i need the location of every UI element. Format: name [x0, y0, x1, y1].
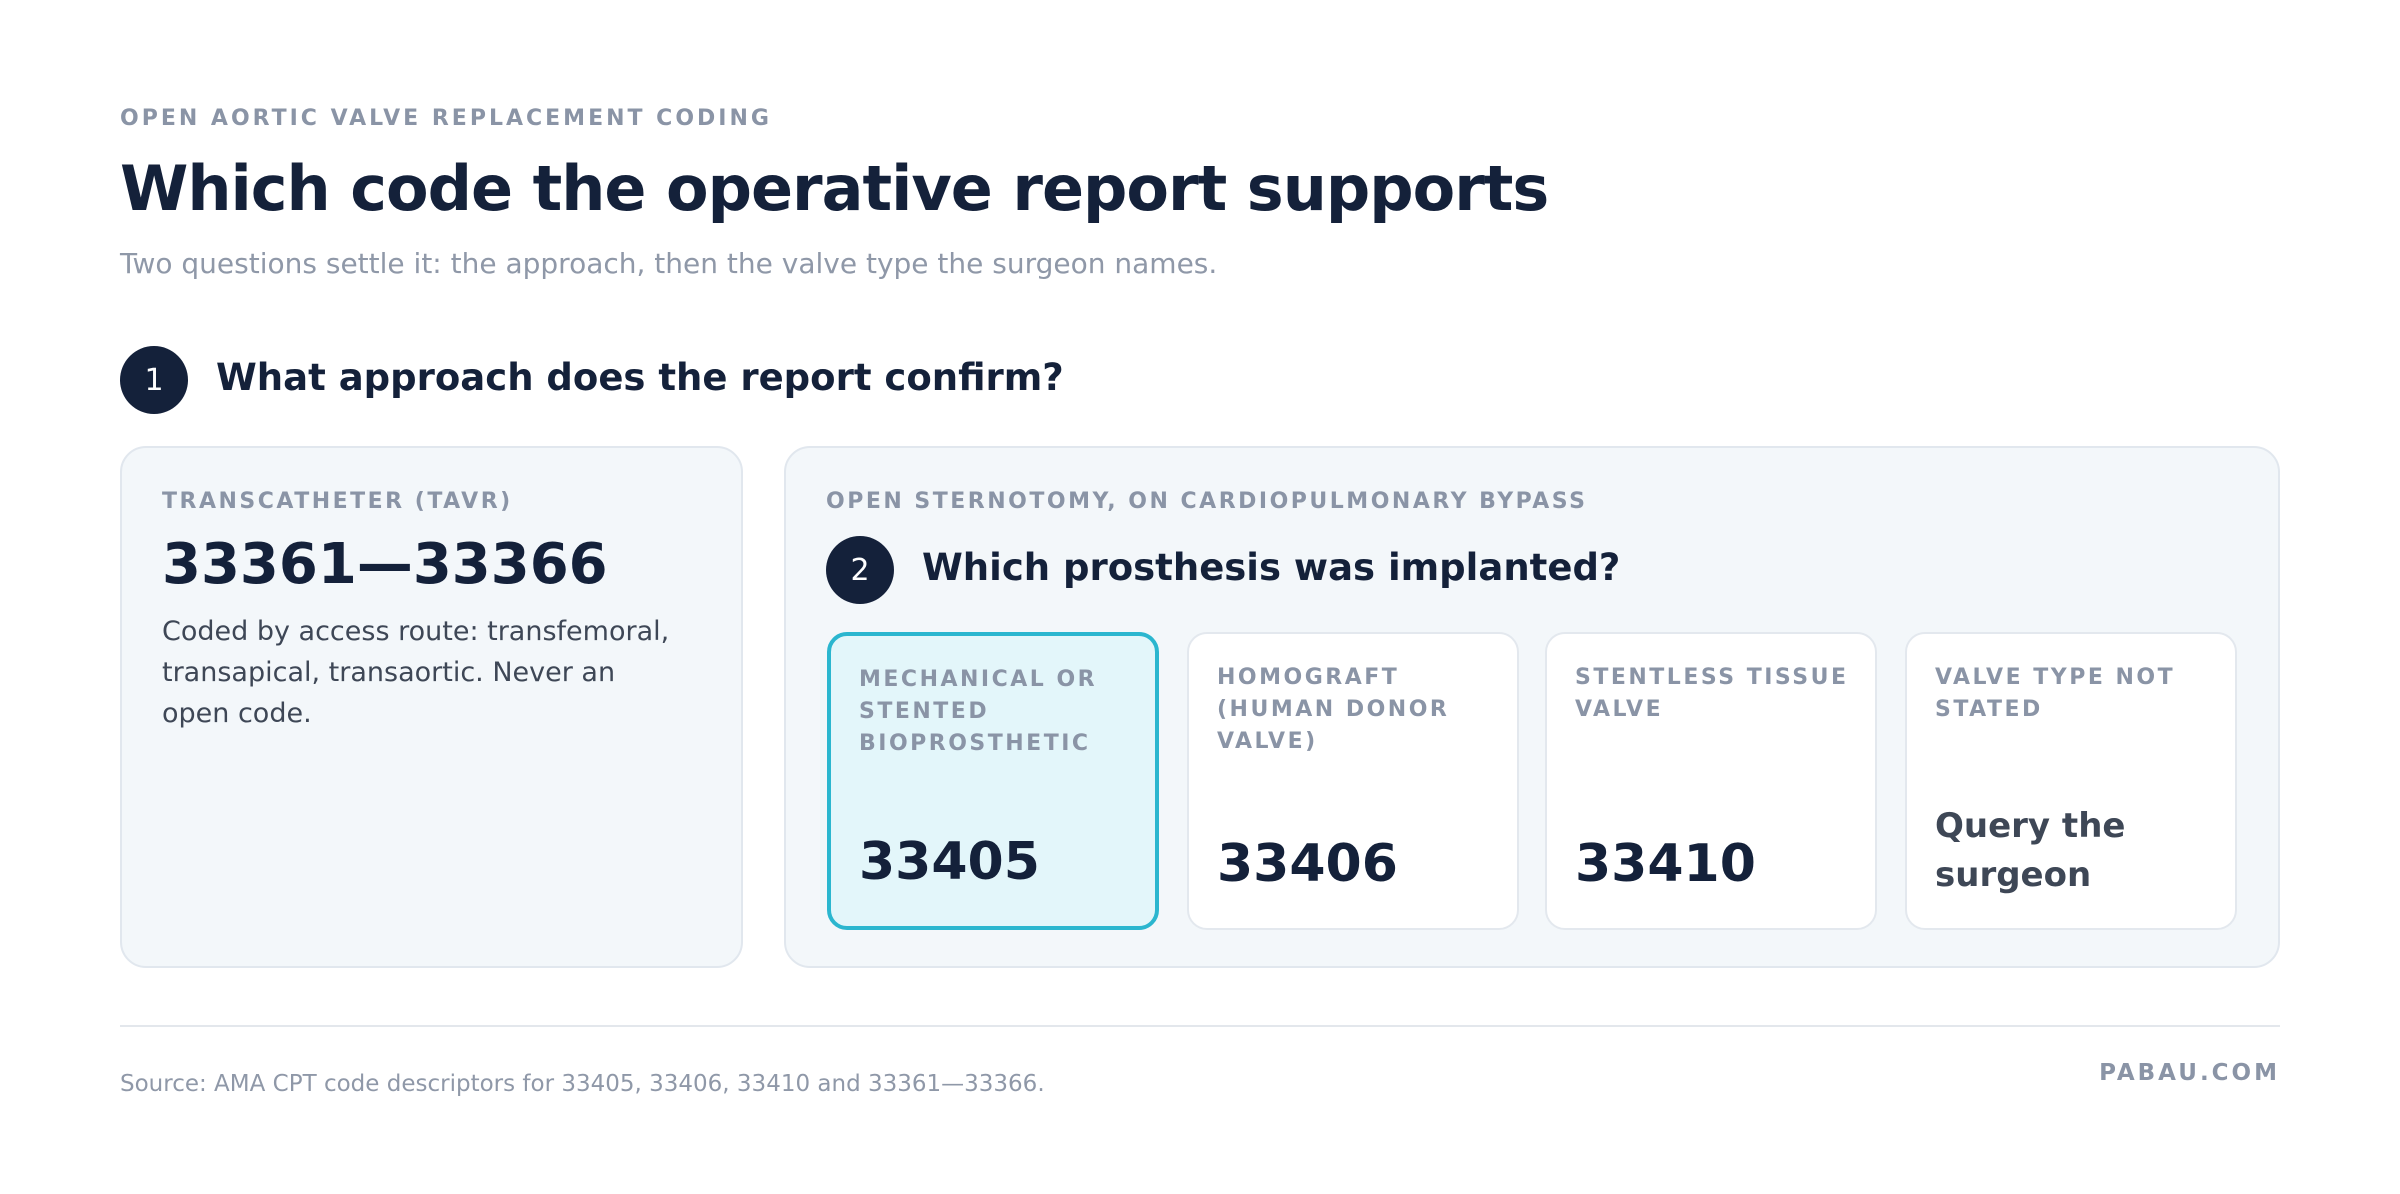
- step-badge: 1: [120, 346, 188, 414]
- code-range: 33361—33366: [162, 532, 608, 597]
- option-code: 33410: [1575, 834, 1756, 894]
- card-description: Coded by access route: transfemoral, tra…: [162, 616, 670, 729]
- divider: [120, 1025, 2280, 1027]
- eyebrow: OPEN AORTIC VALVE REPLACEMENT CODING: [120, 106, 772, 131]
- option-card: STENTLESS TISSUE VALVE 33410: [1545, 632, 1877, 930]
- option-card-selected: MECHANICAL OR STENTED BIOPROSTHETIC 33405: [827, 632, 1159, 930]
- option-code: 33406: [1217, 834, 1398, 894]
- tavr-card: TRANSCATHETER (TAVR) 33361—33366 Coded b…: [120, 446, 743, 968]
- option-card: HOMOGRAFT (HUMAN DONOR VALVE) 33406: [1187, 632, 1519, 930]
- step-badge: 2: [826, 536, 894, 604]
- option-code: 33405: [859, 832, 1040, 892]
- brand: PABAU.COM: [2099, 1060, 2280, 1086]
- option-label: HOMOGRAFT (HUMAN DONOR VALVE): [1217, 665, 1450, 754]
- step-question: What approach does the report confirm?: [216, 356, 1064, 399]
- title: Which code the operative report supports: [120, 152, 1549, 225]
- option-label: MECHANICAL OR STENTED BIOPROSTHETIC: [859, 667, 1098, 756]
- source-note: Source: AMA CPT code descriptors for 334…: [120, 1071, 1045, 1097]
- subtitle: Two questions settle it: the approach, t…: [120, 247, 1218, 280]
- step-question: Which prosthesis was implanted?: [922, 546, 1621, 589]
- option-label: VALVE TYPE NOT STATED: [1935, 665, 2176, 722]
- card-label: OPEN STERNOTOMY, ON CARDIOPULMONARY BYPA…: [826, 489, 1588, 514]
- option-card: VALVE TYPE NOT STATED Query the surgeon: [1905, 632, 2237, 930]
- card-label: TRANSCATHETER (TAVR): [162, 489, 513, 514]
- option-action: Query the surgeon: [1935, 806, 2126, 895]
- option-label: STENTLESS TISSUE VALVE: [1575, 665, 1849, 722]
